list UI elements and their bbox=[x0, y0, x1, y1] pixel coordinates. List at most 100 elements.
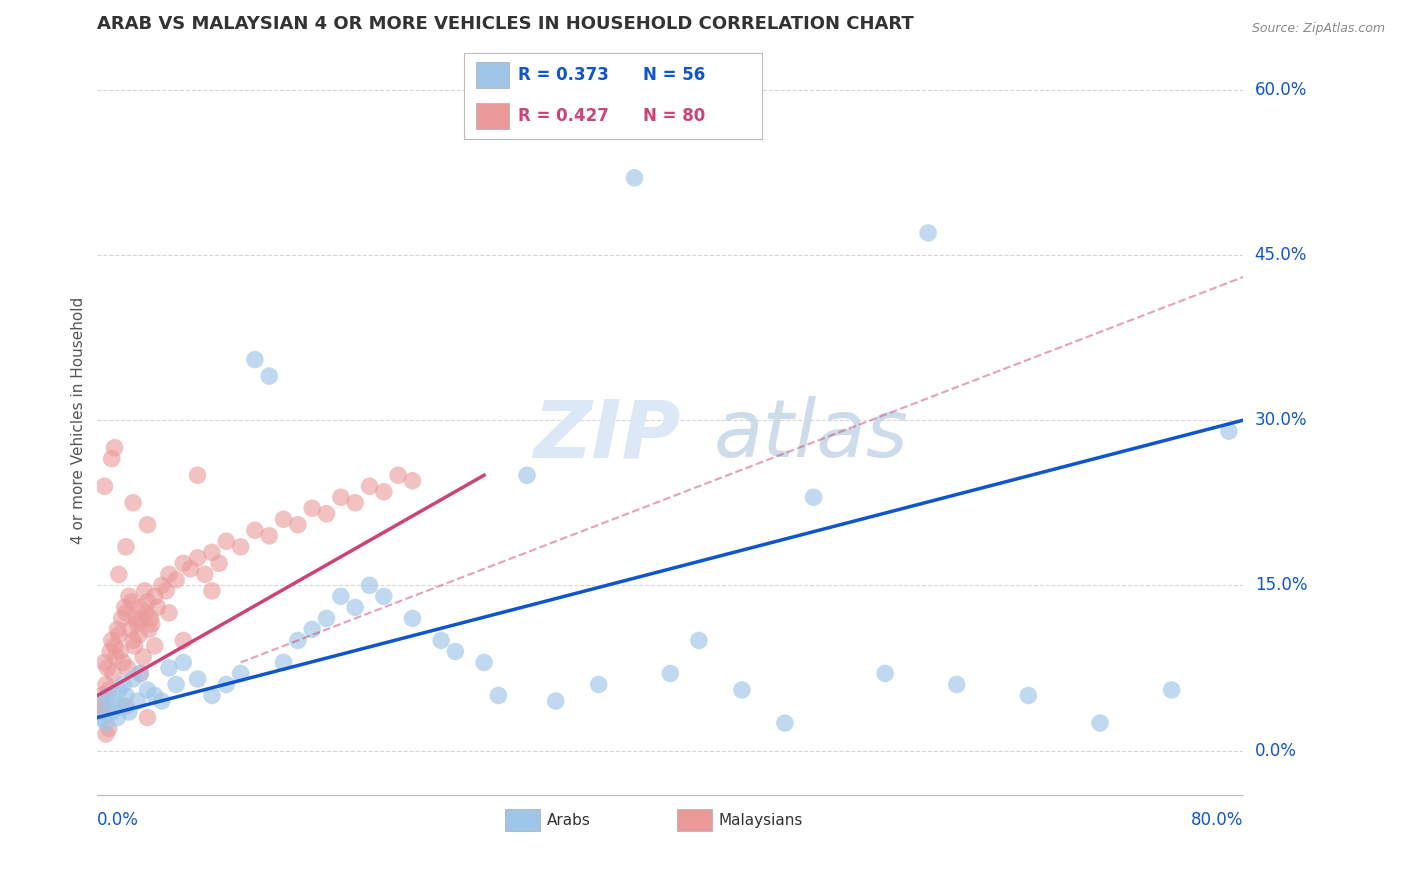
Point bbox=[588, 677, 610, 691]
Point bbox=[172, 557, 194, 571]
Point bbox=[131, 611, 153, 625]
Point bbox=[401, 611, 423, 625]
Point bbox=[243, 352, 266, 367]
Point bbox=[91, 699, 114, 714]
Point bbox=[359, 578, 381, 592]
Point bbox=[136, 595, 159, 609]
Point bbox=[201, 545, 224, 559]
Point bbox=[623, 170, 645, 185]
Point bbox=[129, 666, 152, 681]
Point bbox=[387, 468, 409, 483]
Point bbox=[118, 590, 141, 604]
Point bbox=[136, 517, 159, 532]
Point bbox=[97, 683, 120, 698]
Point bbox=[108, 628, 131, 642]
Point bbox=[94, 727, 117, 741]
Point bbox=[659, 666, 682, 681]
Point bbox=[243, 523, 266, 537]
Text: 30.0%: 30.0% bbox=[1254, 411, 1308, 429]
Point bbox=[108, 683, 131, 698]
Point bbox=[179, 562, 201, 576]
Point bbox=[155, 583, 177, 598]
Text: Source: ZipAtlas.com: Source: ZipAtlas.com bbox=[1251, 22, 1385, 36]
Point bbox=[344, 600, 367, 615]
Point bbox=[172, 633, 194, 648]
Point bbox=[373, 484, 395, 499]
Point bbox=[172, 656, 194, 670]
Point bbox=[112, 656, 135, 670]
Point bbox=[122, 496, 145, 510]
Point bbox=[359, 479, 381, 493]
Point bbox=[111, 699, 134, 714]
Point bbox=[143, 590, 166, 604]
Point bbox=[100, 451, 122, 466]
Point bbox=[98, 644, 121, 658]
Point bbox=[516, 468, 538, 483]
Text: 15.0%: 15.0% bbox=[1254, 576, 1308, 594]
Point bbox=[139, 611, 162, 625]
Point bbox=[688, 633, 710, 648]
Point bbox=[917, 226, 939, 240]
Text: 0.0%: 0.0% bbox=[1254, 741, 1296, 760]
Point bbox=[194, 567, 217, 582]
Point bbox=[229, 540, 252, 554]
Point bbox=[187, 550, 209, 565]
Point bbox=[1160, 683, 1182, 698]
Point bbox=[115, 606, 138, 620]
Point bbox=[112, 677, 135, 691]
Point bbox=[127, 616, 149, 631]
Point bbox=[136, 710, 159, 724]
Text: ARAB VS MALAYSIAN 4 OR MORE VEHICLES IN HOUSEHOLD CORRELATION CHART: ARAB VS MALAYSIAN 4 OR MORE VEHICLES IN … bbox=[97, 15, 914, 33]
Point bbox=[201, 583, 224, 598]
Point bbox=[128, 628, 150, 642]
Point bbox=[100, 633, 122, 648]
Point bbox=[124, 639, 146, 653]
Point bbox=[118, 705, 141, 719]
Point bbox=[100, 705, 122, 719]
Point bbox=[257, 369, 280, 384]
Point bbox=[143, 689, 166, 703]
Point bbox=[90, 689, 112, 703]
Point bbox=[104, 649, 127, 664]
Point bbox=[103, 699, 125, 714]
Point bbox=[146, 600, 169, 615]
Point bbox=[329, 590, 352, 604]
Point bbox=[90, 710, 112, 724]
Point bbox=[108, 567, 131, 582]
Point bbox=[94, 716, 117, 731]
Point bbox=[544, 694, 567, 708]
Point bbox=[287, 517, 309, 532]
Point bbox=[136, 683, 159, 698]
Point bbox=[1218, 424, 1240, 438]
Point bbox=[444, 644, 467, 658]
Point bbox=[157, 606, 180, 620]
Point bbox=[122, 633, 145, 648]
Point bbox=[315, 507, 337, 521]
Point bbox=[287, 633, 309, 648]
Point bbox=[111, 611, 134, 625]
Y-axis label: 4 or more Vehicles in Household: 4 or more Vehicles in Household bbox=[72, 296, 86, 544]
Point bbox=[115, 689, 138, 703]
Point bbox=[96, 661, 118, 675]
Point bbox=[273, 512, 295, 526]
Point bbox=[208, 557, 231, 571]
Point bbox=[329, 490, 352, 504]
Point bbox=[97, 722, 120, 736]
Point bbox=[875, 666, 897, 681]
Point bbox=[122, 672, 145, 686]
Point bbox=[97, 689, 120, 703]
Point bbox=[107, 623, 129, 637]
Point bbox=[135, 606, 157, 620]
Point bbox=[93, 694, 115, 708]
Point bbox=[187, 672, 209, 686]
Point bbox=[103, 639, 125, 653]
Point bbox=[103, 441, 125, 455]
Point bbox=[344, 496, 367, 510]
Point bbox=[257, 529, 280, 543]
Point bbox=[773, 716, 796, 731]
Point bbox=[301, 501, 323, 516]
Point bbox=[165, 573, 187, 587]
Point bbox=[215, 534, 238, 549]
Point bbox=[1088, 716, 1111, 731]
Point bbox=[1017, 689, 1039, 703]
